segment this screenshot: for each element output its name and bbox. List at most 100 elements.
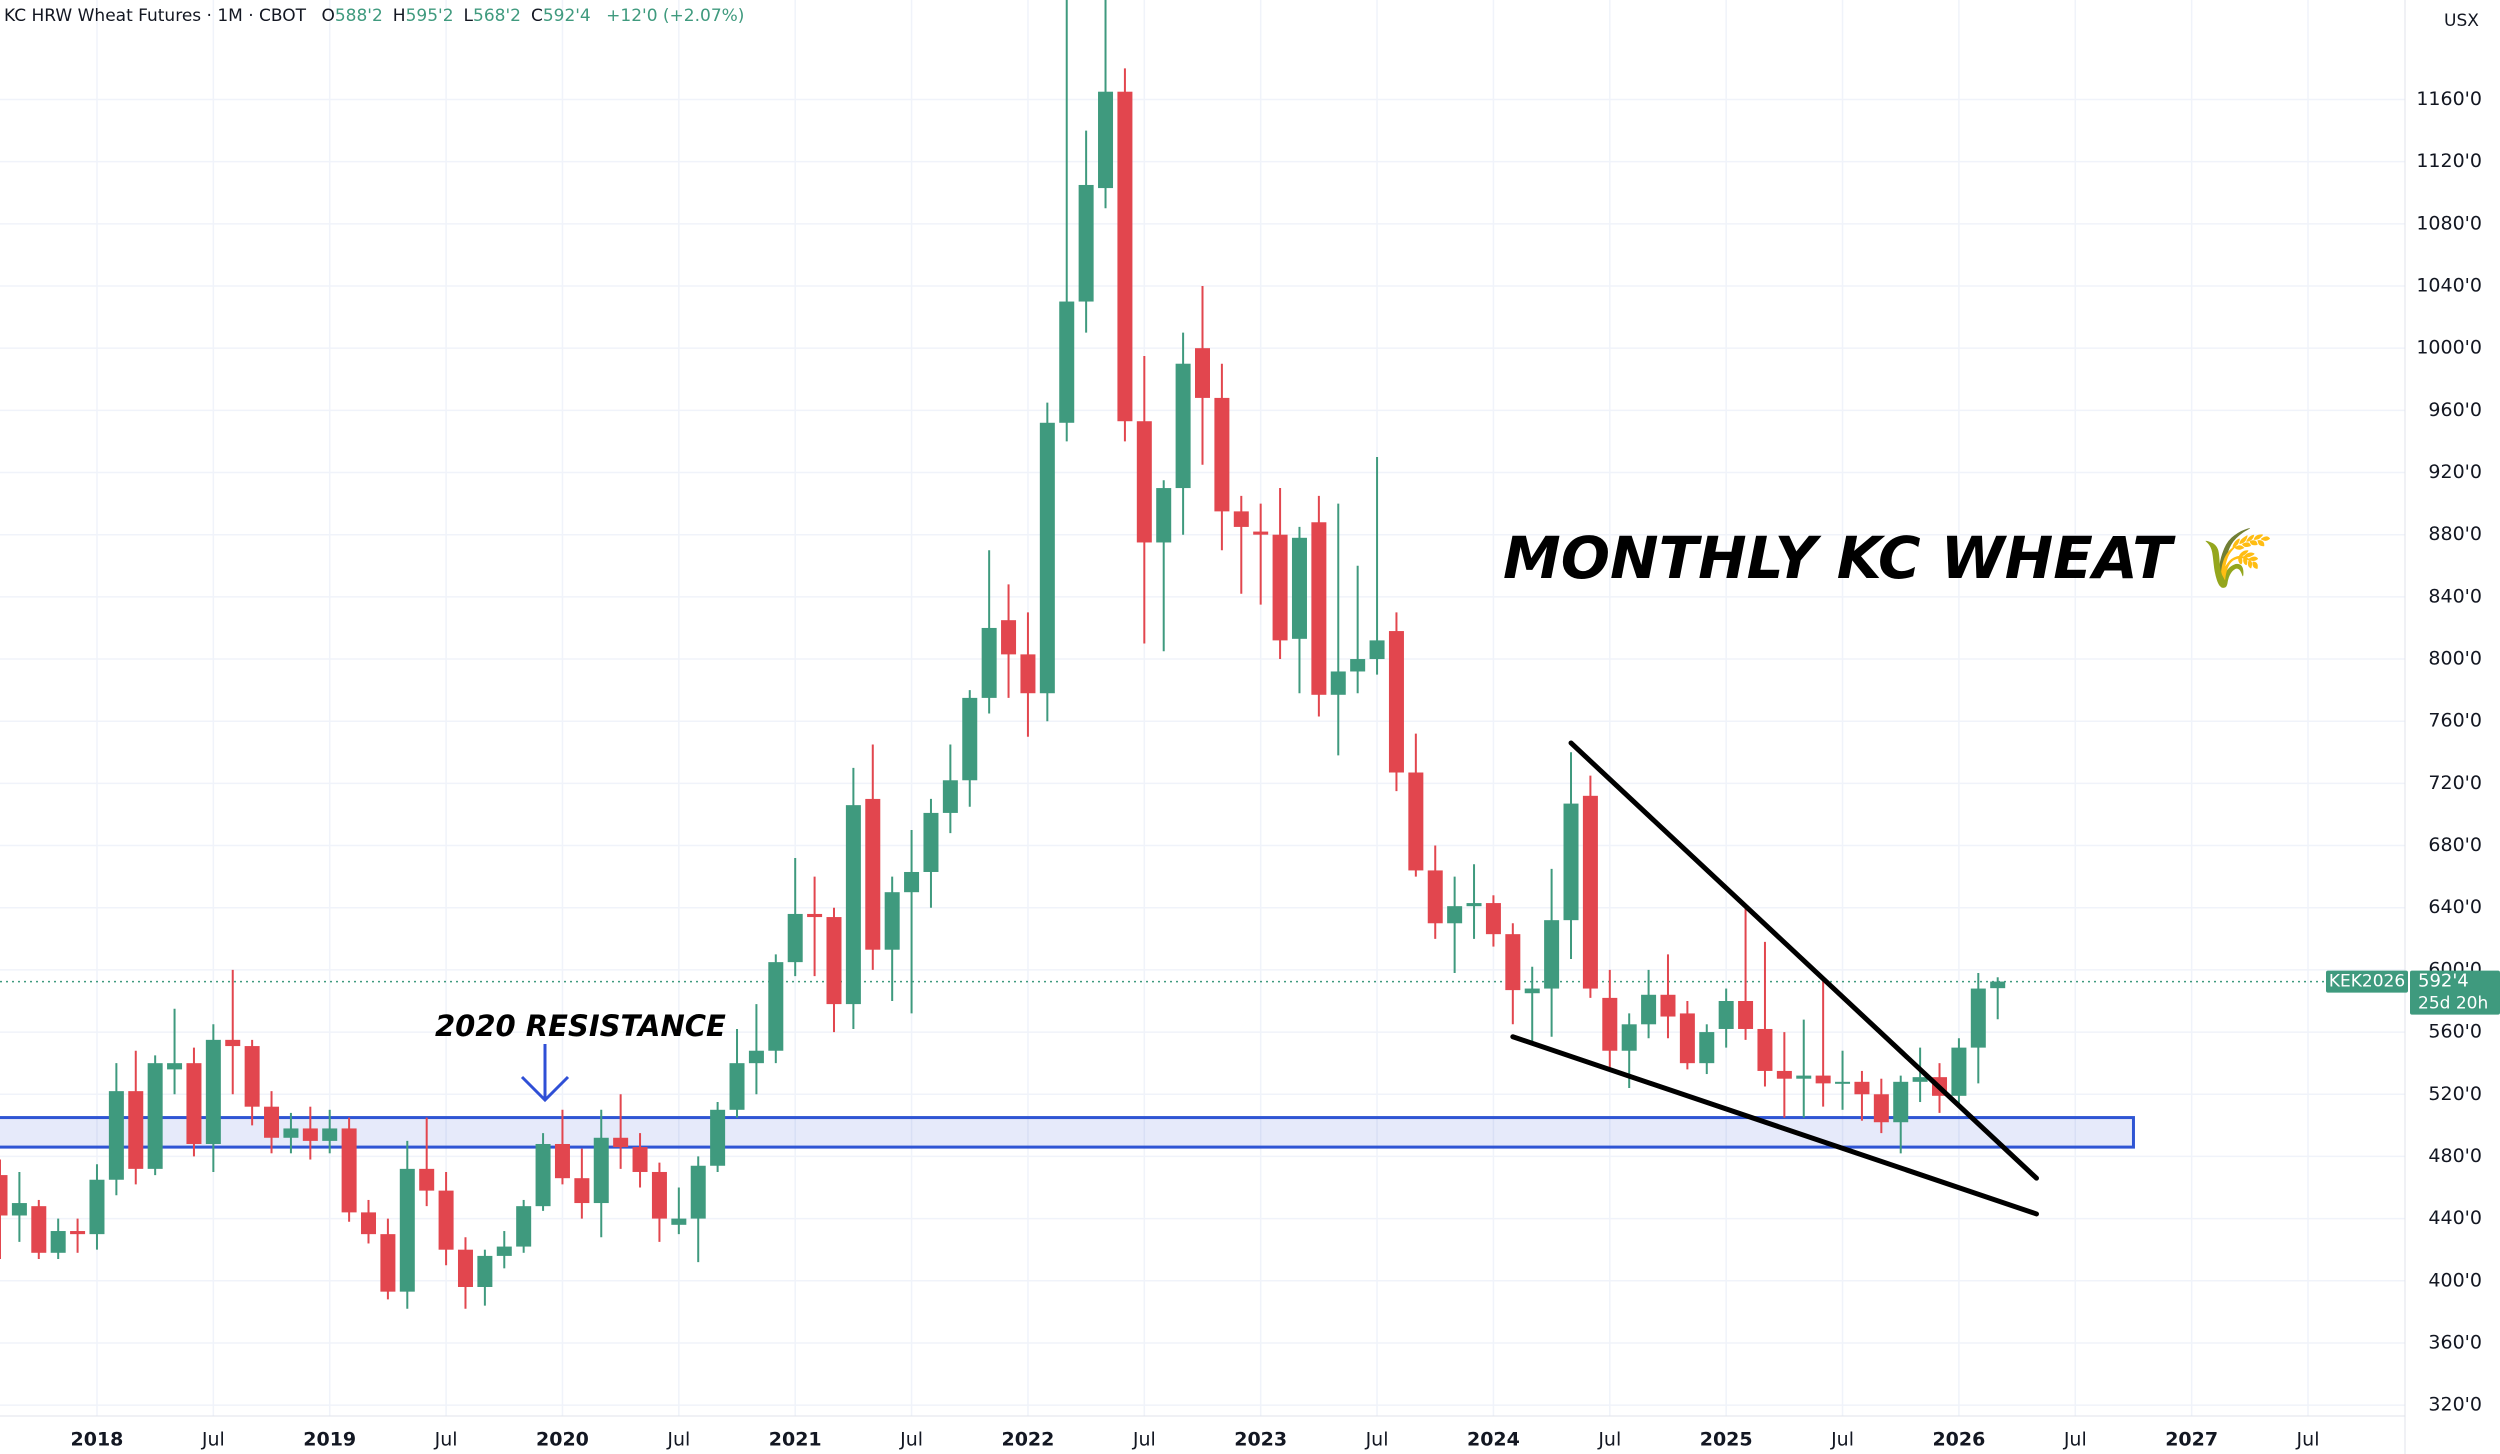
price-tag xyxy=(2410,970,2500,1015)
y-tick-label: 320'0 xyxy=(2428,1394,2482,1416)
ohlc: O588'2 H595'2 L568'2 C592'4 xyxy=(321,6,600,26)
ohlc-value: 568'2 xyxy=(473,6,521,26)
y-tick-label: 440'0 xyxy=(2428,1207,2482,1229)
annotation: 2020 RESISTANCE xyxy=(435,1009,726,1043)
candle-body xyxy=(1350,659,1366,672)
candle-body xyxy=(1059,301,1075,423)
y-tick-label: 920'0 xyxy=(2428,461,2482,483)
candle-body xyxy=(1078,184,1094,302)
candle-body xyxy=(1563,803,1579,921)
candle-body xyxy=(574,1178,590,1204)
candle-body xyxy=(1369,640,1385,660)
candle-body xyxy=(690,1165,706,1219)
candle-body xyxy=(787,913,803,963)
y-tick-label: 960'0 xyxy=(2428,399,2482,421)
x-tick-label: Jul xyxy=(201,1429,225,1451)
candle-body xyxy=(1039,422,1055,694)
y-tick-label: 1120'0 xyxy=(2416,150,2482,172)
x-tick-label: 2019 xyxy=(303,1429,356,1451)
candle-body xyxy=(264,1106,280,1138)
candle-body xyxy=(768,962,784,1051)
candle-body xyxy=(128,1091,144,1169)
candle-body xyxy=(904,871,920,893)
candle-body xyxy=(1582,795,1598,989)
x-tick-label: Jul xyxy=(434,1429,458,1451)
candle-body xyxy=(1117,91,1133,422)
candle-body xyxy=(981,627,997,698)
ohlc-value: 595'2 xyxy=(405,6,454,26)
candle-body xyxy=(807,913,823,918)
candle-body xyxy=(1835,1081,1851,1084)
x-tick-label: Jul xyxy=(1365,1429,1389,1451)
candle-body xyxy=(11,1203,27,1216)
ohlc-key: L xyxy=(463,6,473,26)
candle-body xyxy=(244,1046,260,1107)
candle-body xyxy=(1854,1081,1870,1095)
trendline xyxy=(1510,1034,2039,1217)
x-tick-label: Jul xyxy=(1830,1429,1854,1451)
x-tick-label: 2025 xyxy=(1700,1429,1753,1451)
symbol-tag xyxy=(2326,970,2408,993)
candle-body xyxy=(671,1218,687,1225)
x-tick-label: Jul xyxy=(1597,1429,1621,1451)
candle-body xyxy=(50,1231,66,1253)
candle-body xyxy=(613,1137,629,1148)
candle-body xyxy=(1175,363,1191,489)
candle-body xyxy=(1776,1070,1792,1079)
candle-body xyxy=(1466,903,1482,907)
candle-body xyxy=(1738,1000,1754,1029)
candle-body xyxy=(1001,620,1017,655)
candle-body xyxy=(1912,1077,1928,1082)
candle-body xyxy=(31,1206,47,1253)
candle-body xyxy=(1427,870,1443,924)
x-tick-label: 2020 xyxy=(536,1429,589,1451)
candle-body xyxy=(1253,531,1269,535)
y-tick-label: 1000'0 xyxy=(2416,337,2482,359)
change: +12'0 (+2.07%) xyxy=(606,6,745,26)
candle-body xyxy=(1796,1075,1812,1079)
candle-body xyxy=(1447,906,1463,924)
grid xyxy=(0,0,2405,1416)
x-tick-label: Jul xyxy=(1132,1429,1156,1451)
currency-label: USX xyxy=(2444,11,2479,31)
y-tick-label: 1080'0 xyxy=(2416,212,2482,234)
candle-body xyxy=(1098,91,1114,189)
candle-body xyxy=(341,1128,357,1213)
y-tick-label: 1160'0 xyxy=(2416,88,2482,110)
candle-body xyxy=(535,1143,551,1207)
candle-body xyxy=(1408,772,1424,871)
y-tick-label: 720'0 xyxy=(2428,772,2482,794)
ohlc-key: C xyxy=(530,6,543,26)
candle-body xyxy=(865,798,881,950)
axes: 320'0360'0400'0440'0480'0520'0560'0600'0… xyxy=(71,88,2500,1451)
ohlc-value: 588'2 xyxy=(334,6,383,26)
candle-body xyxy=(438,1190,454,1250)
candle-body xyxy=(380,1234,396,1292)
x-tick-label: Jul xyxy=(666,1429,690,1451)
y-tick-label: 480'0 xyxy=(2428,1145,2482,1167)
candle-body xyxy=(942,780,958,813)
y-tick-label: 880'0 xyxy=(2428,523,2482,545)
candle-body xyxy=(457,1249,473,1287)
ohlc-value: 592'4 xyxy=(542,6,591,26)
candle-body xyxy=(1893,1081,1909,1123)
candle-body xyxy=(147,1063,163,1169)
candle-body xyxy=(1544,920,1560,989)
candle-body xyxy=(923,812,939,872)
candle-body xyxy=(651,1171,667,1219)
candle-body xyxy=(1156,488,1172,543)
candle-body xyxy=(593,1137,609,1204)
candle-body xyxy=(1020,654,1036,694)
candle-body xyxy=(1485,903,1501,935)
symbol: KC HRW Wheat Futures · 1M · CBOT xyxy=(4,6,307,26)
candle-body xyxy=(302,1128,318,1141)
candle-body xyxy=(1873,1094,1889,1123)
candle-body xyxy=(1621,1024,1637,1051)
candle-body xyxy=(108,1091,124,1180)
candle-body xyxy=(419,1168,435,1191)
candle-body xyxy=(0,1175,8,1216)
candle-body xyxy=(1602,997,1618,1051)
y-tick-label: 520'0 xyxy=(2428,1083,2482,1105)
candle-body xyxy=(1524,988,1540,994)
